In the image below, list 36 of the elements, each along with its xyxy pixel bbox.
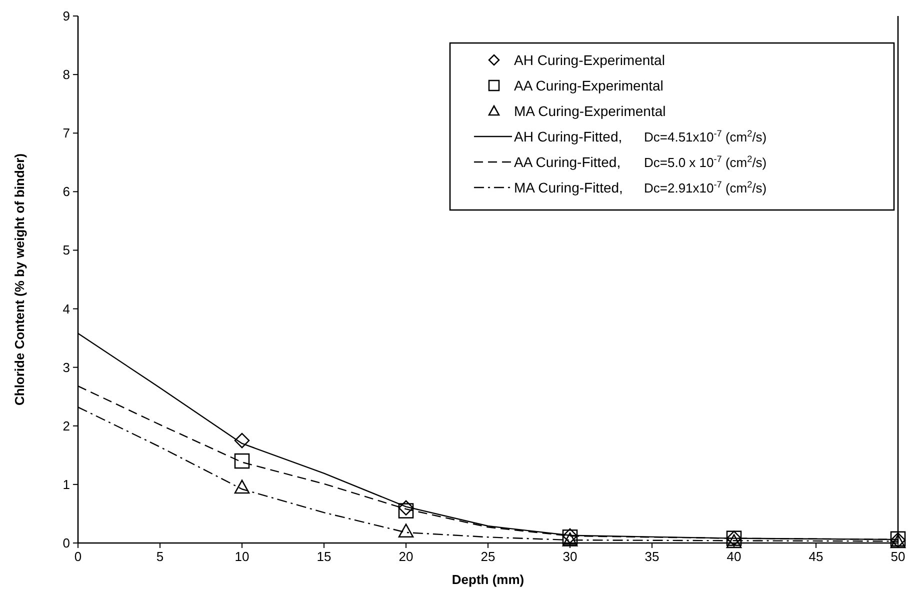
legend-label: AA Curing-Experimental	[514, 78, 664, 94]
x-tick-label: 25	[480, 549, 496, 564]
y-tick-label: 9	[62, 8, 70, 24]
y-tick-label: 4	[62, 301, 70, 316]
x-tick-label: 0	[74, 549, 82, 564]
point	[398, 524, 414, 538]
x-tick-label: 50	[890, 549, 906, 564]
x-tick-label: 15	[316, 549, 332, 564]
point	[726, 534, 742, 548]
y-tick-label: 8	[62, 67, 70, 82]
point	[234, 480, 250, 494]
legend-label: AH Curing-Experimental	[514, 52, 665, 68]
point	[234, 453, 250, 469]
y-tick-label: 6	[62, 184, 70, 200]
y-axis-title: Chloride Content (% by weight of binder)	[12, 153, 27, 406]
point	[234, 432, 250, 448]
y-tick-label: 3	[62, 360, 70, 375]
x-tick-label: 10	[234, 549, 250, 564]
x-tick-label: 45	[808, 549, 824, 564]
y-tick-label: 1	[62, 476, 70, 492]
x-tick-label: 20	[398, 549, 414, 564]
point	[562, 532, 578, 546]
legend-label: MA Curing-Experimental	[514, 103, 666, 119]
x-tick-label: 30	[562, 549, 578, 564]
text: AH Curing-Fitted, Dc=4.51x10$^{-7}$ (cm$^{2}$/s)	[514, 128, 767, 144]
y-tick-label: 7	[62, 126, 70, 141]
y-tick-label: 2	[62, 418, 70, 434]
text: AA Curing-Fitted, Dc=5.0 x 10$^{-7}$ (cm$^{2}$/s)	[514, 154, 767, 170]
y-tick-label: 5	[62, 242, 70, 258]
x-axis-title: Depth (mm)	[452, 572, 524, 587]
y-tick-label: 0	[62, 536, 70, 550]
point	[398, 503, 414, 518]
x-tick-label: 5	[156, 549, 164, 564]
text: MA Curing-Fitted, Dc=2.91x10$^{-7}$ (cm$^{2}$/s)	[514, 180, 767, 196]
x-tick-label: 35	[644, 549, 660, 564]
x-tick-label: 40	[726, 549, 742, 564]
